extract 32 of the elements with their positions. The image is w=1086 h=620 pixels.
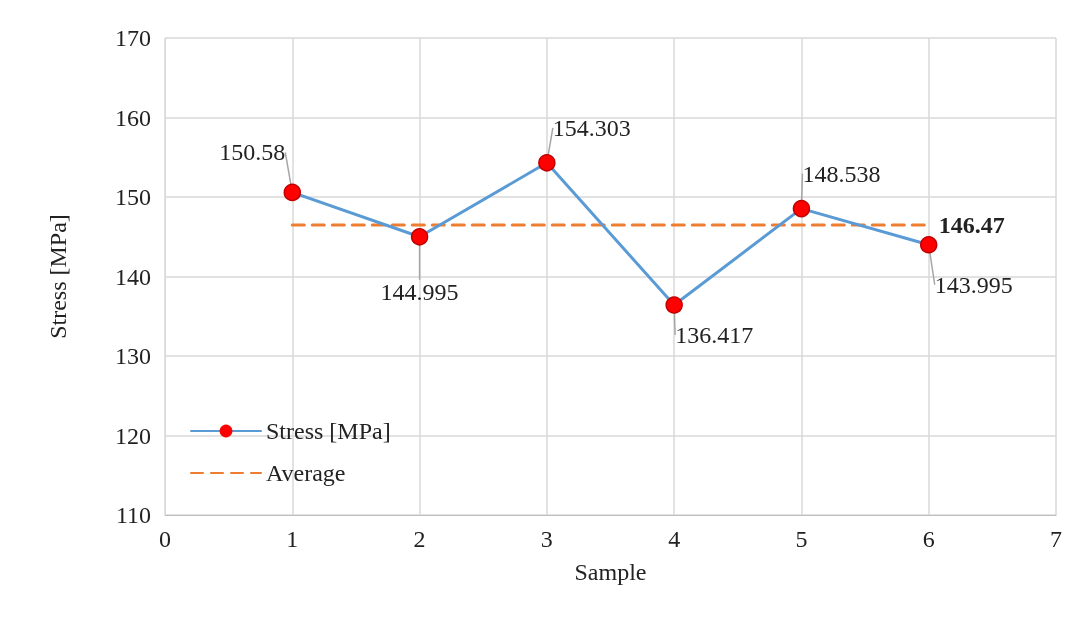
x-tick-label: 3 bbox=[540, 526, 553, 552]
x-tick-label: 1 bbox=[286, 526, 299, 552]
y-tick-label: 170 bbox=[115, 25, 151, 51]
point bbox=[538, 154, 556, 172]
y-tick-label: 160 bbox=[115, 104, 151, 131]
legend-label: Average bbox=[266, 460, 346, 486]
data-label: 143.995 bbox=[934, 271, 1013, 298]
y-tick-label: 110 bbox=[115, 502, 151, 528]
x-tick-label: 5 bbox=[795, 526, 808, 552]
data-label: 146.47 bbox=[938, 212, 1005, 239]
x-tick-label: 6 bbox=[922, 526, 935, 552]
y-axis-title: Stress [MPa] bbox=[45, 214, 71, 339]
y-tick-label: 120 bbox=[115, 422, 151, 449]
point bbox=[283, 183, 302, 202]
point bbox=[665, 296, 683, 314]
point bbox=[919, 235, 938, 254]
data-label: 144.995 bbox=[380, 278, 459, 305]
point bbox=[410, 228, 429, 246]
x-tick-label: 4 bbox=[668, 526, 681, 552]
y-tick-label: 140 bbox=[115, 263, 151, 290]
x-axis-title: Sample bbox=[574, 559, 647, 585]
x-tick-label: 0 bbox=[159, 526, 171, 552]
data-label: 154.303 bbox=[552, 114, 631, 141]
legend-label: Stress [MPa] bbox=[266, 418, 391, 444]
data-label: 148.538 bbox=[802, 160, 881, 187]
data-label: 150.58 bbox=[219, 139, 286, 166]
x-tick-label: 2 bbox=[413, 526, 426, 552]
y-tick-label: 150 bbox=[115, 184, 151, 210]
x-tick-label: 7 bbox=[1050, 526, 1062, 552]
point bbox=[792, 199, 811, 218]
y-tick-label: 130 bbox=[115, 343, 151, 369]
data-label: 136.417 bbox=[675, 321, 754, 348]
